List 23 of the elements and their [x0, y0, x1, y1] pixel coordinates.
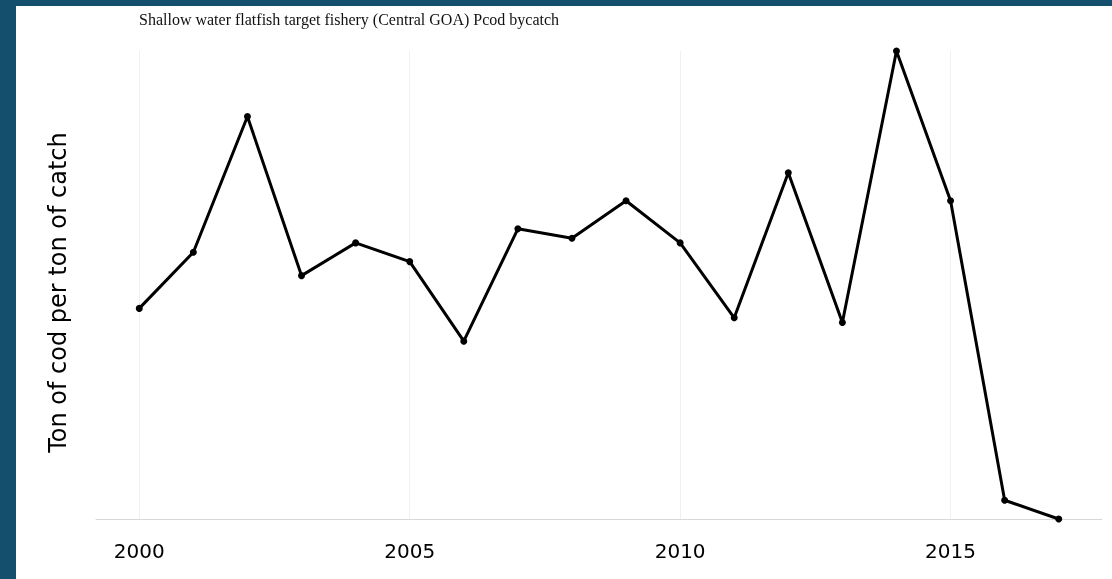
point	[1001, 496, 1009, 504]
point	[730, 314, 738, 322]
point	[892, 47, 900, 55]
x-tick-label: 2005	[384, 539, 436, 563]
point	[622, 197, 630, 205]
chart-title: Shallow water flatfish target fishery (Central GOA) Pcod bycatch	[139, 10, 560, 29]
x-tick-label: 2015	[925, 539, 977, 563]
y-axis-title: Ton of cod per ton of catch	[44, 132, 72, 454]
point	[135, 304, 143, 312]
point	[784, 169, 792, 177]
point	[352, 239, 360, 247]
point	[298, 272, 306, 280]
x-tick-label: 2000	[113, 539, 165, 563]
x-tick-label: 2010	[654, 539, 706, 563]
point	[189, 248, 197, 256]
point	[676, 239, 684, 247]
point	[838, 318, 846, 326]
point	[460, 337, 468, 345]
point	[406, 258, 414, 266]
point	[1055, 515, 1063, 523]
point	[568, 234, 576, 242]
point	[514, 225, 522, 233]
point	[947, 197, 955, 205]
